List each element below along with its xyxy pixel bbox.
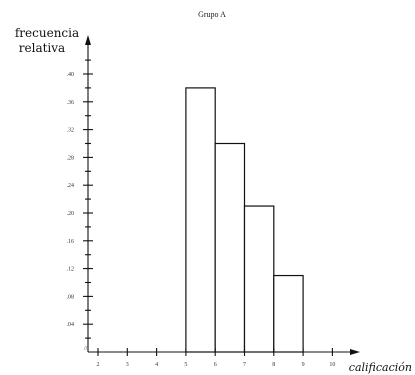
bars xyxy=(185,87,304,353)
y-tick-label-.40: .40 xyxy=(67,72,75,78)
x-tick-label-6: 6 xyxy=(214,362,217,368)
y-ticks: .04 .08 .12 .16 .20 .24 .28 .32 .36 .40 xyxy=(67,59,93,339)
x-tick-label-5: 5 xyxy=(184,362,187,368)
x-tick-label-2: 2 xyxy=(97,362,100,368)
bar-6-7 xyxy=(214,142,246,353)
y-tick-label-.32: .32 xyxy=(67,128,75,134)
chart-title: Grupo A xyxy=(198,10,226,19)
y-tick-label-.20: .20 xyxy=(67,211,75,217)
y-axis-arrow xyxy=(85,35,91,45)
x-tick-label-7: 7 xyxy=(243,362,246,368)
y-tick-label-.24: .24 xyxy=(67,183,75,189)
x-tick-label-4: 4 xyxy=(155,362,158,368)
y-tick-label-.04: .04 xyxy=(67,322,75,328)
y-tick-label-.16: .16 xyxy=(67,239,75,245)
x-ticks: 2 3 4 5 6 7 8 9 10 xyxy=(97,348,335,368)
bar-8-9 xyxy=(273,274,304,353)
y-axis-label-line-2: relativa xyxy=(19,41,65,55)
y-tick-label-.08: .08 xyxy=(67,294,75,300)
x-axis-label: calificación xyxy=(349,361,412,374)
bar-7-8 xyxy=(243,205,275,353)
y-tick-label-.36: .36 xyxy=(67,100,75,106)
y-axis-label-line-1: frecuencia xyxy=(15,26,79,40)
x-tick-label-3: 3 xyxy=(126,362,129,368)
x-axis-arrow xyxy=(350,349,360,355)
x-tick-label-10: 10 xyxy=(329,362,335,368)
y-tick-label-.28: .28 xyxy=(67,155,75,161)
bar-5-6 xyxy=(185,87,216,353)
axis-break-mark: // xyxy=(84,346,88,352)
y-tick-label-.12: .12 xyxy=(67,267,75,273)
x-tick-label-9: 9 xyxy=(302,362,305,368)
x-tick-label-8: 8 xyxy=(272,362,275,368)
